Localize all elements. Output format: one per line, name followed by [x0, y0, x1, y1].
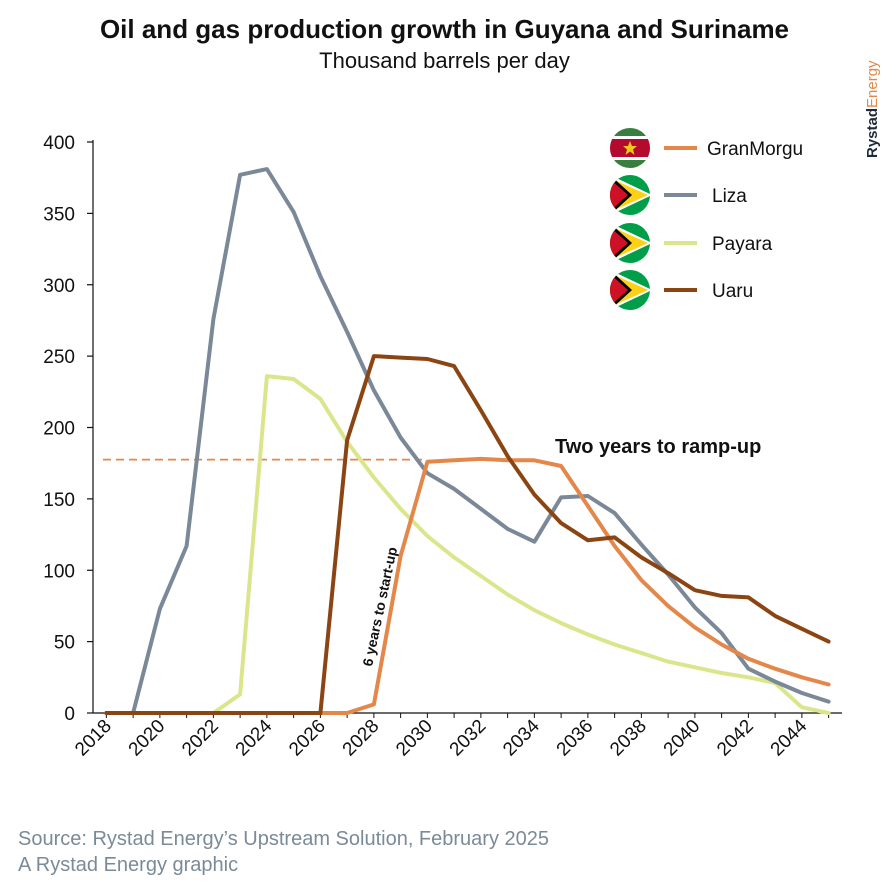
flag-star [623, 141, 637, 155]
x-tick-label: 2030 [392, 716, 437, 761]
annotation-start-up: 6 years to start-up [359, 546, 400, 668]
y-tick-label: 350 [43, 204, 75, 225]
suriname-flag-icon [610, 128, 650, 168]
guyana-flag-fill [610, 223, 650, 263]
svg-text:RystadEnergy: RystadEnergy [864, 60, 881, 158]
flag-red-chevron [610, 227, 628, 259]
brand-part1: Rystad [864, 108, 881, 158]
y-tick-label: 200 [43, 419, 75, 440]
x-tick-label: 2022 [178, 716, 223, 761]
y-tick-label: 50 [54, 633, 75, 654]
x-tick-label: 2038 [606, 716, 651, 761]
x-tick-label: 2026 [285, 716, 330, 761]
y-tick-label: 300 [43, 276, 75, 297]
y-tick-label: 0 [64, 704, 75, 725]
line-chart: 0 50 100 150 200 250 300 350 400 2018 2020 2022 2024… [43, 128, 842, 761]
x-tick-label: 2032 [446, 716, 491, 761]
x-tick-label: 2036 [553, 716, 598, 761]
series-line-uaru [104, 354, 831, 715]
flag-red-chevron [610, 274, 628, 306]
x-tick-label: 2028 [339, 716, 384, 761]
x-tick-label: 2044 [767, 715, 812, 760]
x-tick-label: 2034 [499, 715, 544, 760]
series-lines [104, 167, 831, 715]
guyana-flag-fill [610, 270, 650, 310]
y-tick-label: 250 [43, 347, 75, 368]
legend: GranMorgu Liza Payara Uaru [610, 128, 803, 310]
y-tick-label: 400 [43, 133, 75, 154]
footer: Source: Rystad Energy’s Upstream Solutio… [18, 826, 549, 878]
y-tick-label: 150 [43, 490, 75, 511]
legend-label: Payara [712, 234, 773, 255]
series-line-payara [104, 374, 831, 715]
x-tick-label: 2042 [713, 716, 758, 761]
x-tick-label: 2040 [660, 716, 705, 761]
chart-title: Oil and gas production growth in Guyana … [99, 14, 790, 44]
credit-text: A Rystad Energy graphic [18, 854, 239, 876]
chart-subtitle: Thousand barrels per day [319, 48, 570, 73]
y-tick-label: 100 [43, 561, 75, 582]
x-tick-label: 2024 [232, 715, 277, 760]
guyana-flag-fill [610, 175, 650, 215]
suriname-flag-fill [610, 128, 650, 168]
flag-red-chevron [610, 179, 628, 211]
guyana-flag-icon [610, 223, 650, 263]
source-text: Source: Rystad Energy’s Upstream Solutio… [18, 828, 550, 850]
series-line-liza [104, 167, 831, 715]
legend-label: Uaru [712, 281, 753, 302]
guyana-flag-icon [610, 270, 650, 310]
annotation-ramp-up: Two years to ramp-up [555, 436, 761, 458]
x-tick-label: 2018 [71, 716, 116, 761]
brand-part2: Energy [864, 60, 881, 108]
guyana-flag-icon [610, 175, 650, 215]
legend-label: Liza [712, 186, 747, 207]
rystad-energy-logo: RystadEnergy [862, 46, 882, 158]
legend-label: GranMorgu [707, 139, 803, 160]
x-tick-label: 2020 [125, 716, 170, 761]
